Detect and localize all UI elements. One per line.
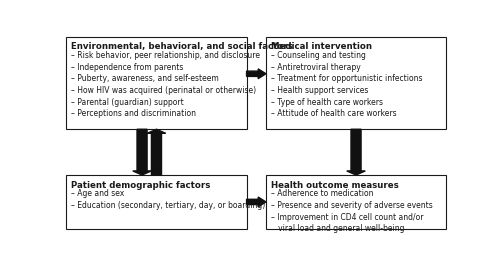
- Text: – Puberty, awareness, and self-esteem: – Puberty, awareness, and self-esteem: [71, 74, 219, 83]
- Text: – Improvement in CD4 cell count and/or: – Improvement in CD4 cell count and/or: [270, 213, 423, 221]
- Text: – Independence from parents: – Independence from parents: [71, 63, 184, 72]
- Text: – Risk behavior, peer relationship, and disclosure: – Risk behavior, peer relationship, and …: [71, 51, 260, 60]
- Text: viral load and general well-being: viral load and general well-being: [270, 224, 404, 233]
- Text: – Antiretroviral therapy: – Antiretroviral therapy: [270, 63, 360, 72]
- FancyBboxPatch shape: [66, 175, 246, 229]
- Text: – Presence and severity of adverse events: – Presence and severity of adverse event…: [270, 201, 432, 210]
- Text: – Parental (guardian) support: – Parental (guardian) support: [71, 97, 184, 107]
- Text: – Perceptions and discrimination: – Perceptions and discrimination: [71, 109, 196, 118]
- Text: – Counseling and testing: – Counseling and testing: [270, 51, 366, 60]
- FancyBboxPatch shape: [66, 37, 246, 129]
- Polygon shape: [133, 129, 152, 175]
- Text: Environmental, behavioral, and social factors: Environmental, behavioral, and social fa…: [71, 43, 293, 51]
- Polygon shape: [346, 129, 366, 175]
- Text: – Health support services: – Health support services: [270, 86, 368, 95]
- Text: – Adherence to medication: – Adherence to medication: [270, 190, 373, 199]
- Polygon shape: [246, 69, 266, 79]
- Polygon shape: [147, 129, 166, 175]
- Text: – Attitude of health care workers: – Attitude of health care workers: [270, 109, 396, 118]
- Text: – Type of health care workers: – Type of health care workers: [270, 97, 382, 107]
- Text: – How HIV was acquired (perinatal or otherwise): – How HIV was acquired (perinatal or oth…: [71, 86, 256, 95]
- Text: – Education (secondary, tertiary, day, or boarding): – Education (secondary, tertiary, day, o…: [71, 201, 266, 210]
- Text: – Treatment for opportunistic infections: – Treatment for opportunistic infections: [270, 74, 422, 83]
- FancyBboxPatch shape: [266, 37, 446, 129]
- Polygon shape: [246, 197, 266, 207]
- Text: Medical intervention: Medical intervention: [270, 43, 372, 51]
- Text: Health outcome measures: Health outcome measures: [270, 181, 398, 190]
- Text: Patient demographic factors: Patient demographic factors: [71, 181, 210, 190]
- Text: – Age and sex: – Age and sex: [71, 190, 124, 199]
- FancyBboxPatch shape: [266, 175, 446, 229]
